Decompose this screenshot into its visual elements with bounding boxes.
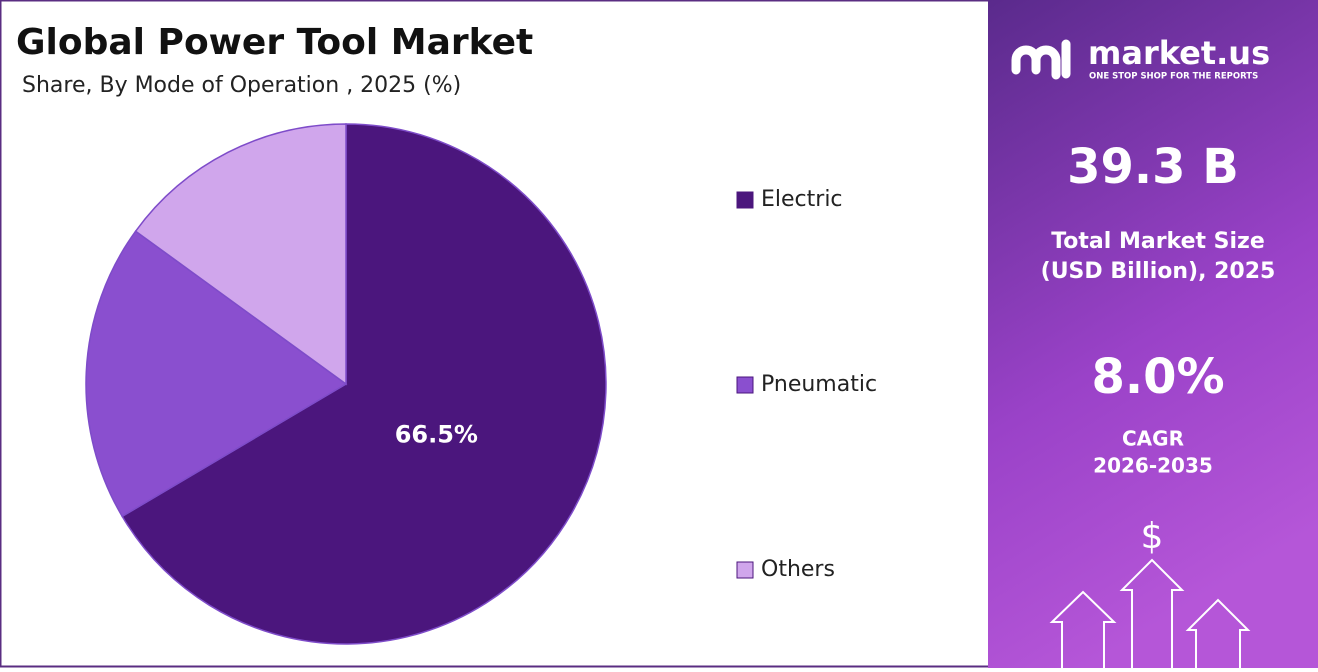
market-size: 39.3 B <box>1067 139 1239 195</box>
pie-slice <box>85 230 348 518</box>
cagr: 8.0% <box>1091 349 1224 405</box>
legend-swatch <box>736 376 754 394</box>
pie-slice <box>121 123 607 645</box>
logo <box>1011 39 1071 80</box>
legend-swatch <box>736 191 754 209</box>
arrow <box>1185 598 1251 668</box>
cagr-label: 2026-2035 <box>1093 454 1213 478</box>
pie-slice <box>134 123 347 386</box>
growth-arrows <box>1049 558 1251 668</box>
chart-title: Global Power Tool Market <box>16 22 533 63</box>
tagline: ONE STOP SHOP FOR THE REPORTS <box>1089 72 1258 82</box>
legend-label: Electric <box>761 187 843 212</box>
logo-mark <box>1011 39 1071 80</box>
legend-swatch <box>736 561 754 579</box>
legend-label: Pneumatic <box>761 372 877 397</box>
data-label: 66.5% <box>395 421 478 449</box>
side-panel <box>988 0 1318 668</box>
brand: market.us <box>1088 34 1270 72</box>
market-size-label: (USD Billion), 2025 <box>1041 259 1276 284</box>
chart-subtitle: Share, By Mode of Operation , 2025 (%) <box>22 73 461 98</box>
market-size-label: Total Market Size <box>1051 229 1265 254</box>
legend-label: Others <box>761 557 835 582</box>
cagr-label: CAGR <box>1122 427 1184 451</box>
arrow <box>1119 558 1185 668</box>
currency-icon: $ <box>1141 516 1164 557</box>
arrow <box>1049 590 1117 668</box>
